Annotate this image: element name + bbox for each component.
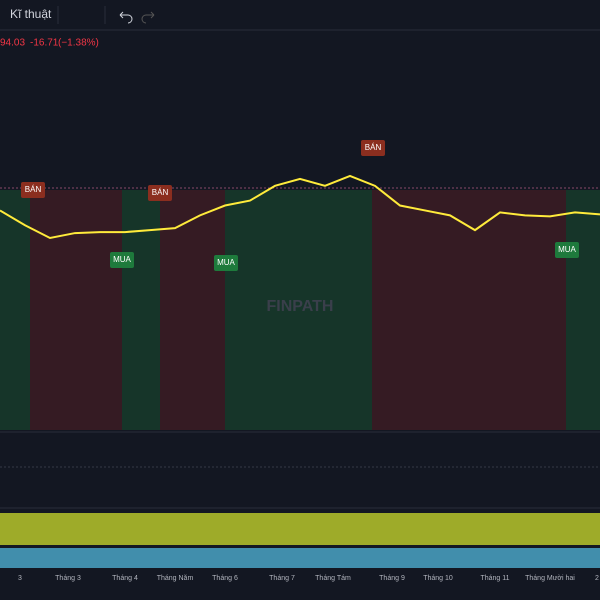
signal-label: BÁN — [152, 188, 169, 197]
redo-button[interactable] — [141, 11, 155, 24]
quote-price: 94.03 — [0, 38, 25, 49]
zone — [0, 190, 30, 430]
zone — [160, 190, 225, 430]
time-axis — [0, 568, 600, 600]
toolbar-label[interactable]: Kĩ thuật — [10, 7, 52, 21]
time-label: Tháng 6 — [212, 575, 238, 582]
signal-badge — [148, 185, 172, 201]
signal-label: MUA — [217, 258, 235, 267]
watermark: FINPATH — [267, 298, 334, 315]
time-label: Tháng Mười hai — [525, 575, 575, 582]
signal-label: MUA — [558, 245, 576, 254]
signal-label: BÁN — [365, 143, 382, 152]
zone — [30, 190, 122, 430]
time-label: 2 — [595, 575, 599, 582]
time-label: Tháng 4 — [112, 575, 138, 582]
signal-zones — [0, 190, 600, 430]
signal-badge — [555, 242, 579, 258]
signal-badge — [361, 140, 385, 156]
price-line — [0, 174, 600, 240]
zone — [225, 190, 372, 430]
indicator-band — [0, 513, 600, 545]
signal-label: MUA — [113, 255, 131, 264]
time-label: Tháng 7 — [269, 575, 295, 582]
quote-change: -16.71 — [30, 38, 59, 49]
time-label: Tháng 10 — [423, 575, 453, 582]
time-label: Tháng Tám — [315, 575, 351, 582]
signal-badge — [110, 252, 134, 268]
time-label: Tháng 9 — [379, 575, 405, 582]
zone — [372, 190, 566, 430]
quote-percent: (−1.38%) — [58, 38, 99, 49]
signal-badge — [21, 182, 45, 198]
time-label: 3 — [18, 575, 22, 582]
zone — [122, 190, 160, 430]
undo-button[interactable] — [119, 11, 133, 24]
toolbar — [0, 0, 600, 30]
signals: BÁN MUA BÁN MUA BÁN MUA — [21, 140, 579, 271]
signal-label: BÁN — [25, 185, 42, 194]
time-label: Tháng Năm — [157, 575, 194, 582]
time-labels: 3 Tháng 3 Tháng 4 Tháng Năm Tháng 6 Tháng 7 Th… — [18, 575, 599, 582]
signal-badge — [214, 255, 238, 271]
zone — [566, 190, 600, 430]
indicator-strip — [0, 548, 600, 568]
time-label: Tháng 11 — [480, 575, 509, 582]
time-label: Tháng 3 — [55, 575, 81, 582]
